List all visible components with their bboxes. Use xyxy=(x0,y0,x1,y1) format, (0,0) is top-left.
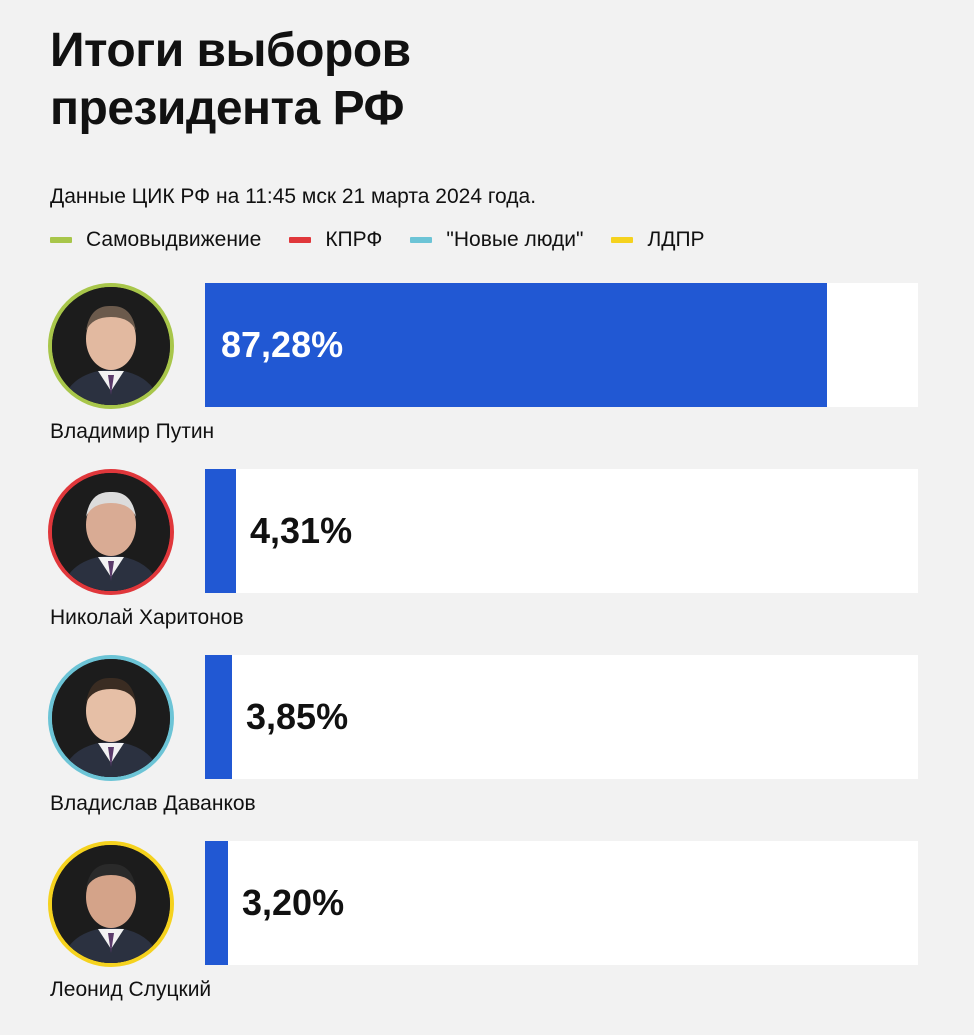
candidate-name: Владимир Путин xyxy=(50,420,215,443)
candidate-name: Леонид Слуцкий xyxy=(50,978,212,1001)
legend-swatch xyxy=(611,237,634,243)
chart-subtitle: Данные ЦИК РФ на 11:45 мск 21 марта 2024… xyxy=(50,185,537,208)
bar xyxy=(205,283,827,407)
legend-item-kprf: КПРФ xyxy=(289,228,382,252)
legend: Самовыдвижение КПРФ "Новые люди" ЛДПР xyxy=(50,228,733,252)
bar xyxy=(205,655,232,779)
bar-track: 87,28% xyxy=(205,283,918,407)
bar-track: 3,85% xyxy=(205,655,918,779)
bar xyxy=(205,841,228,965)
value-label: 3,85% xyxy=(246,696,349,737)
title-line-1: Итоги выборов xyxy=(50,24,411,77)
legend-label: ЛДПР xyxy=(647,228,705,251)
value-label: 3,20% xyxy=(242,882,345,923)
candidate-name: Николай Харитонов xyxy=(50,606,244,629)
legend-label: "Новые люди" xyxy=(446,228,584,251)
candidate-photo-icon xyxy=(48,469,174,595)
candidate-photo-icon xyxy=(48,841,174,967)
legend-label: Самовыдвижение xyxy=(86,228,262,251)
legend-label: КПРФ xyxy=(325,228,383,251)
candidate-name: Владислав Даванков xyxy=(50,792,256,815)
value-label: 4,31% xyxy=(250,510,353,551)
legend-item-ldpr: ЛДПР xyxy=(611,228,705,252)
bar-track: 3,20% xyxy=(205,841,918,965)
candidate-row: 3,85% Владислав Даванков xyxy=(0,655,974,835)
legend-swatch xyxy=(410,237,433,243)
legend-swatch xyxy=(289,237,312,243)
candidate-row: 4,31% Николай Харитонов xyxy=(0,469,974,649)
legend-item-new-people: "Новые люди" xyxy=(410,228,583,252)
value-label: 87,28% xyxy=(221,324,344,365)
legend-item-self-nominated: Самовыдвижение xyxy=(50,228,261,252)
candidate-row: 3,20% Леонид Слуцкий xyxy=(0,841,974,1021)
candidate-row: 87,28% Владимир Путин xyxy=(0,283,974,463)
legend-swatch xyxy=(50,237,72,243)
title-line-2: президента РФ xyxy=(50,82,404,135)
candidate-photo-icon xyxy=(48,655,174,781)
page-title: Итоги выборов президента РФ xyxy=(50,22,411,138)
bar-track: 4,31% xyxy=(205,469,918,593)
bar xyxy=(205,469,236,593)
candidate-photo-icon xyxy=(48,283,174,409)
